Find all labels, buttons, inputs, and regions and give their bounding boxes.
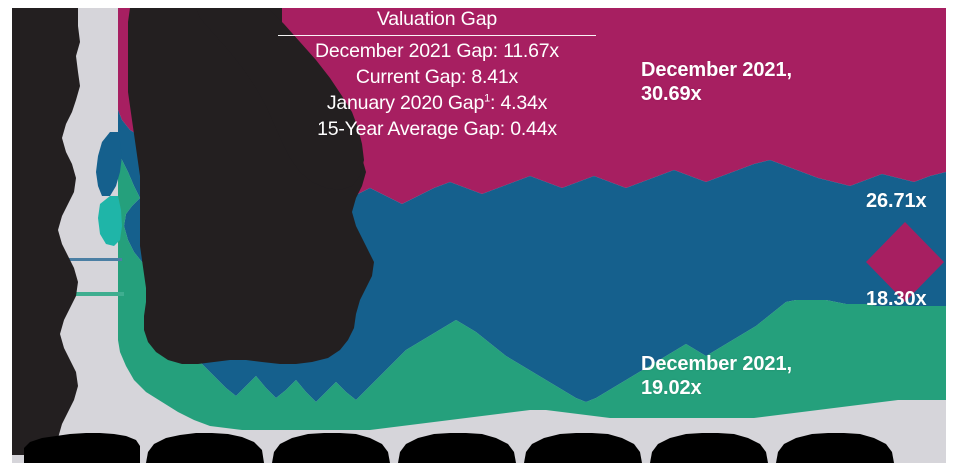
- upper-series-peak-label: December 2021, 30.69x: [641, 59, 792, 105]
- lower-series-endpoint-label: 18.30x: [866, 288, 927, 310]
- x-axis-redaction-group: [24, 433, 894, 463]
- callout-line-3: January 2020 Gap1: 4.34x: [272, 91, 602, 117]
- callout-divider: [278, 35, 596, 36]
- upper-series-left-detail: [96, 132, 122, 196]
- upper-series-endpoint-label: 26.71x: [866, 190, 927, 212]
- callout-line-3-label: January 2020 Gap: [326, 91, 485, 114]
- callout-line-2: Current Gap: 8.41x: [355, 65, 519, 88]
- y-axis-redaction-block: [12, 8, 80, 455]
- legend-redaction-lobe: [196, 8, 364, 190]
- callout-title: Valuation Gap: [376, 8, 498, 30]
- lower-series-area: [118, 150, 946, 430]
- upper-series-axis-leader: [64, 258, 122, 261]
- callout-line-4: 15-Year Average Gap: 0.44x: [317, 117, 557, 140]
- x-axis-redaction-6: [650, 433, 768, 463]
- lower-series-left-detail: [98, 196, 122, 246]
- x-axis-redaction-7: [776, 433, 894, 463]
- x-axis-redaction-2: [146, 433, 264, 463]
- lower-series-axis-leader: [64, 292, 124, 296]
- valuation-gap-callout: Valuation Gap December 2021 Gap: 11.67x …: [272, 8, 602, 143]
- current-gap-diamond-marker: [866, 222, 944, 302]
- x-axis-redaction-5: [524, 433, 642, 463]
- x-axis-redaction-3: [272, 433, 390, 463]
- callout-line-3-value: : 4.34x: [490, 91, 548, 114]
- lower-series-peak-label: December 2021, 19.02x: [641, 353, 792, 399]
- callout-line-1: December 2021 Gap: 11.67x: [315, 40, 559, 62]
- footnote-marker: 1: [484, 92, 491, 105]
- x-axis-redaction-1: [24, 433, 140, 463]
- x-axis-redaction-4: [398, 433, 516, 463]
